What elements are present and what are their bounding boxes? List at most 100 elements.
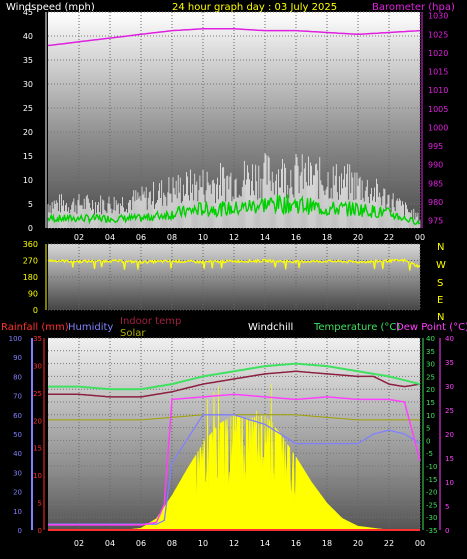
y-tick-label-dewpoint: 35 [445,359,454,367]
temperature-title: Temperature (°C) [313,322,400,333]
x-tick-label: 22 [384,539,394,548]
series-panel1 [47,28,421,228]
axis-ticks-panel2: 0 90 180 270 360 [23,240,38,315]
compass-s: S [437,278,443,289]
indoor-title: Indoor temp [120,316,181,327]
y-tick-label-temperature: -5 [426,450,433,458]
x-tick-label: 00 [415,539,425,548]
x-tick-label: 18 [322,233,332,242]
y-tick-label-barometer: 1005 [428,105,448,114]
indoor-temp-line [48,370,421,398]
x-tick-label: 12 [229,233,239,242]
y-tick-label-windspeed: 35 [23,56,33,65]
y-tick-label-temperature: -15 [426,476,437,484]
y-tick-label-barometer: 975 [428,217,443,226]
y-tick-label-rainfall: 10 [33,472,42,480]
windchill-title: Windchill [248,322,293,333]
series-panel3 [48,362,421,531]
y-tick-label-temperature: 20 [426,386,435,394]
x-tick-label: 02 [74,539,84,548]
y-tick-label-rainfall: 35 [33,335,42,343]
y-tick-label-rainfall: 30 [33,362,42,370]
y-tick-label-barometer: 990 [428,161,443,170]
x-tick-label: 14 [260,233,270,242]
y-tick-label-humidity: 60 [13,412,22,420]
y-tick-label-temperature: -25 [426,501,437,509]
y-tick-label-temperature: 35 [426,348,435,356]
compass-n-top: N [437,242,444,253]
x-tick-label: 02 [74,233,84,242]
x-tick-label: 08 [167,539,177,548]
y-tick-label-dewpoint: 20 [445,431,454,439]
x-tick-label: 00 [415,233,425,242]
grid-panel2 [48,243,421,311]
y-tick-label-temperature: 30 [426,361,435,369]
y-tick-label-barometer: 1000 [428,123,448,132]
x-tick-label: 16 [291,233,301,242]
x-tick-label: 12 [229,539,239,548]
y-tick-label-windspeed: 15 [23,152,33,161]
x-tick-label: 04 [105,233,115,242]
y-tick-label-temperature: 0 [426,437,430,445]
y-tick-label-temperature: -20 [426,489,437,497]
y-tick-label-windspeed: 40 [23,32,33,41]
compass-w: W [436,260,446,271]
y-tick-label-humidity: 90 [13,354,22,362]
x-tick-label: 10 [198,233,208,242]
y-tick-label-direction: 180 [23,273,38,282]
x-tick-label: 06 [136,539,146,548]
x-tick-label: 20 [353,233,363,242]
x-tick-label: 18 [322,539,332,548]
windspeed-title: Windspeed (mph) [6,2,95,13]
y-tick-label-barometer: 1015 [428,68,448,77]
rainfall-title: Rainfall (mm) [1,322,69,333]
y-tick-label-dewpoint: 10 [445,479,454,487]
y-tick-label-humidity: 80 [13,373,22,381]
y-tick-label-barometer: 980 [428,198,443,207]
compass-labels: N W S E N [436,242,446,323]
wind-direction-line [47,258,421,271]
solar-title: Solar [120,328,146,339]
y-tick-label-temperature: 15 [426,399,435,407]
y-tick-label-humidity: 0 [18,527,22,535]
y-tick-label-dewpoint: 15 [445,455,454,463]
y-tick-label-rainfall: 20 [33,417,42,425]
temperature-line [48,362,421,391]
y-tick-label-barometer: 1010 [428,86,448,95]
y-tick-label-humidity: 30 [13,469,22,477]
chart-title: 24 hour graph day : 03 July 2025 [172,2,337,13]
dewpoint-title: Dew Point (°C) [396,322,467,333]
x-tick-label: 20 [353,539,363,548]
x-tick-label: 16 [291,539,301,548]
y-tick-label-rainfall: 15 [33,445,42,453]
barometer-title: Barometer (hpa) [372,2,455,13]
x-tick-label: 14 [260,539,270,548]
y-tick-label-dewpoint: 0 [445,527,449,535]
y-tick-label-direction: 90 [28,290,38,299]
y-tick-label-temperature: -30 [426,514,437,522]
y-tick-label-temperature: 5 [426,425,430,433]
y-tick-label-barometer: 1020 [428,49,448,58]
y-tick-label-dewpoint: 30 [445,383,454,391]
x-tick-label: 06 [136,233,146,242]
y-tick-label-windspeed: 30 [23,80,33,89]
x-tick-label: 22 [384,233,394,242]
y-tick-label-windspeed: 25 [23,104,33,113]
x-tick-label: 08 [167,233,177,242]
y-tick-label-windspeed: 10 [23,176,33,185]
compass-n-bottom: N [437,312,444,323]
y-tick-label-temperature: 25 [426,373,435,381]
y-tick-label-windspeed: 0 [28,224,33,233]
compass-e: E [437,295,443,306]
barometer-line [47,28,421,47]
y-tick-label-barometer: 995 [428,142,443,151]
y-tick-label-rainfall: 5 [38,500,42,508]
y-tick-label-humidity: 70 [13,393,22,401]
y-tick-label-dewpoint: 5 [445,503,449,511]
y-tick-label-humidity: 20 [13,489,22,497]
y-tick-label-barometer: 1030 [428,12,448,21]
y-tick-label-barometer: 1025 [428,30,448,39]
x-tick-label: 10 [198,539,208,548]
